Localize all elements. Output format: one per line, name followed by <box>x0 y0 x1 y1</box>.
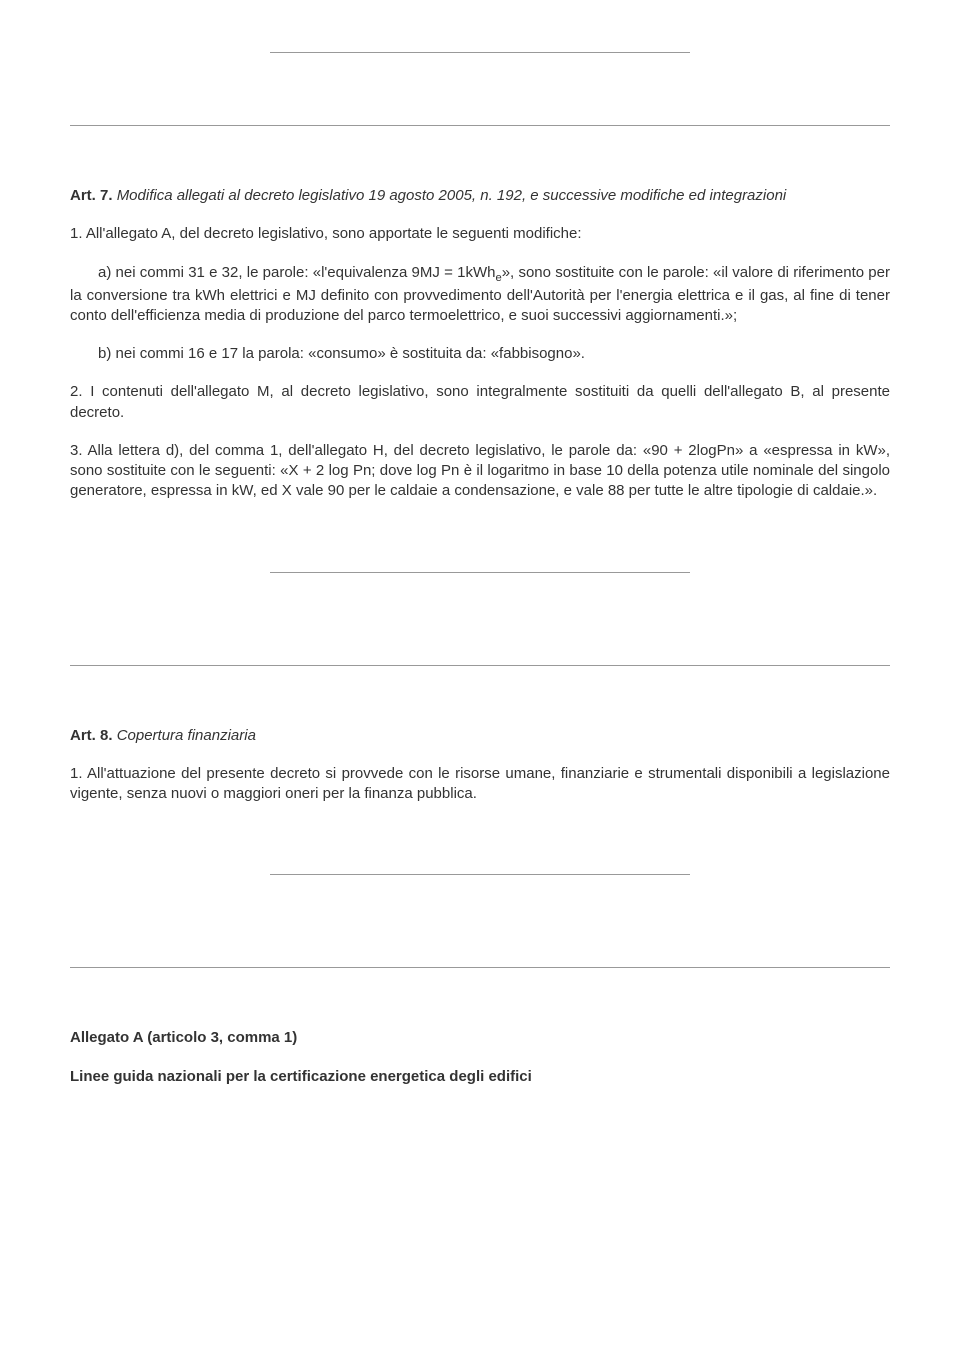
article-8-para-1: 1. All'attuazione del presente decreto s… <box>70 764 890 805</box>
article-7-para-1-intro: 1. All'allegato A, del decreto legislati… <box>70 224 890 244</box>
article-7-para-1-a-before: a) nei commi 31 e 32, le parole: «l'equi… <box>98 264 495 281</box>
divider-short <box>270 874 690 875</box>
divider-long <box>70 665 890 666</box>
article-7-para-3: 3. Alla lettera d), del comma 1, dell'al… <box>70 441 890 502</box>
divider-long <box>70 967 890 968</box>
article-7-label: Art. 7. <box>70 187 113 204</box>
article-7-para-2: 2. I contenuti dell'allegato M, al decre… <box>70 382 890 423</box>
article-7-heading: Art. 7. Modifica allegati al decreto leg… <box>70 186 890 206</box>
article-7-title: Modifica allegati al decreto legislativo… <box>117 187 787 204</box>
article-8-label: Art. 8. <box>70 727 113 744</box>
article-8-heading: Art. 8. Copertura finanziaria <box>70 726 890 746</box>
annex-title: Linee guida nazionali per la certificazi… <box>70 1067 890 1087</box>
article-8-title: Copertura finanziaria <box>117 727 256 744</box>
divider-long <box>70 125 890 126</box>
article-7-para-1-a: a) nei commi 31 e 32, le parole: «l'equi… <box>70 263 890 327</box>
annex-label: Allegato A (articolo 3, comma 1) <box>70 1029 297 1046</box>
annex-heading: Allegato A (articolo 3, comma 1) <box>70 1028 890 1048</box>
divider-short <box>270 52 690 53</box>
divider-short <box>270 572 690 573</box>
article-7-para-1-b: b) nei commi 16 e 17 la parola: «consumo… <box>70 344 890 364</box>
